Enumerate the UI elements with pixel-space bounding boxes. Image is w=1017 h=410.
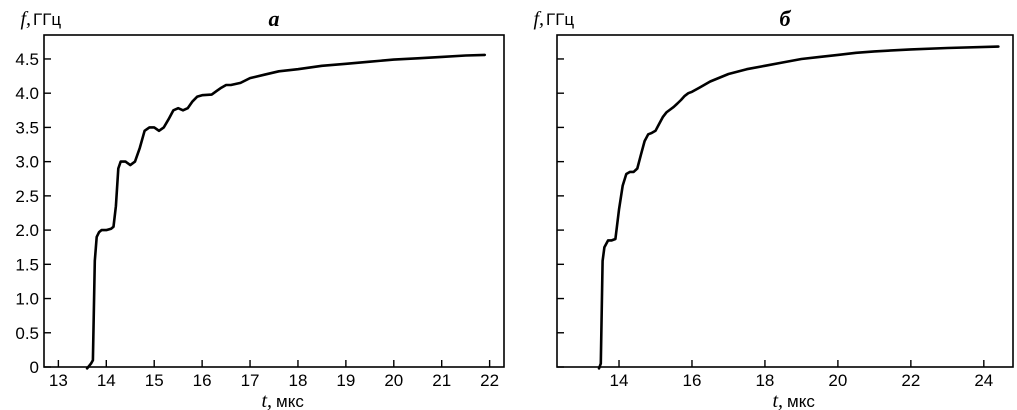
y-tick-label-a-2: 1.0 — [15, 290, 39, 309]
plot-frame-b — [556, 34, 1014, 368]
series-line-b-0 — [597, 45, 1000, 370]
x-tick-label-b-22: 22 — [901, 371, 920, 390]
y-tick-label-a-0: 0 — [30, 358, 39, 377]
x-tick-label-b-16: 16 — [683, 371, 702, 390]
x-tick-label-a-16: 16 — [193, 371, 212, 390]
y-tick-label-a-4: 2.0 — [15, 221, 39, 240]
x-axis-symbol-a: t, — [261, 390, 272, 410]
x-tick-label-a-19: 19 — [336, 371, 355, 390]
y-tick-label-a-3: 1.5 — [15, 255, 39, 274]
x-tick-label-a-17: 17 — [241, 371, 260, 390]
x-tick-label-b-14: 14 — [610, 371, 629, 390]
y-tick-label-a-5: 2.5 — [15, 187, 39, 206]
y-tick-label-a-6: 3.0 — [15, 153, 39, 172]
y-tick-label-a-9: 4.5 — [15, 50, 39, 69]
y-tick-label-a-1: 0.5 — [15, 324, 39, 343]
x-axis-unit-b: мкс — [787, 392, 815, 410]
y-axis-unit-b: ГГц — [546, 10, 574, 29]
x-tick-label-b-24: 24 — [974, 371, 993, 390]
y-axis-symbol-b: f, — [533, 8, 544, 30]
x-axis-symbol-b: t, — [772, 390, 783, 410]
y-tick-label-a-8: 4.0 — [15, 84, 39, 103]
x-tick-label-a-15: 15 — [145, 371, 164, 390]
x-tick-label-a-18: 18 — [288, 371, 307, 390]
x-tick-label-a-21: 21 — [432, 371, 451, 390]
x-axis-unit-a: мкс — [276, 392, 304, 410]
y-tick-label-a-7: 3.5 — [15, 118, 39, 137]
x-tick-label-a-22: 22 — [480, 371, 499, 390]
x-tick-label-b-20: 20 — [828, 371, 847, 390]
panel-label-b: б — [780, 6, 792, 31]
x-tick-label-a-20: 20 — [384, 371, 403, 390]
series-line-a-0 — [85, 53, 487, 370]
y-axis-unit-a: ГГц — [33, 10, 61, 29]
x-tick-label-a-14: 14 — [97, 371, 116, 390]
y-axis-symbol-a: f, — [20, 8, 31, 30]
x-tick-label-a-13: 13 — [49, 371, 68, 390]
panel-label-a: а — [269, 6, 280, 31]
plot-frame-a — [43, 34, 505, 368]
x-tick-label-b-18: 18 — [755, 371, 774, 390]
